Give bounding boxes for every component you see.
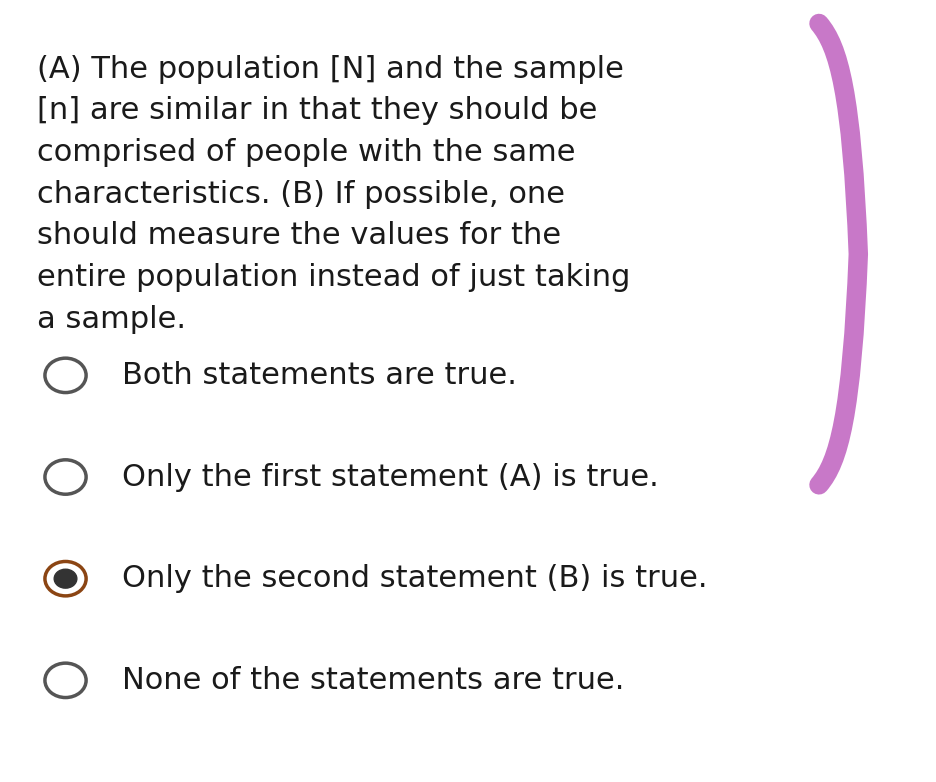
Text: Only the second statement (B) is true.: Only the second statement (B) is true. [122,564,708,594]
Text: Only the first statement (A) is true.: Only the first statement (A) is true. [122,462,658,492]
Text: Both statements are true.: Both statements are true. [122,361,517,390]
Text: (A) The population [N] and the sample
[n] are similar in that they should be
com: (A) The population [N] and the sample [n… [37,55,631,334]
Text: None of the statements are true.: None of the statements are true. [122,665,624,695]
Circle shape [54,569,77,588]
